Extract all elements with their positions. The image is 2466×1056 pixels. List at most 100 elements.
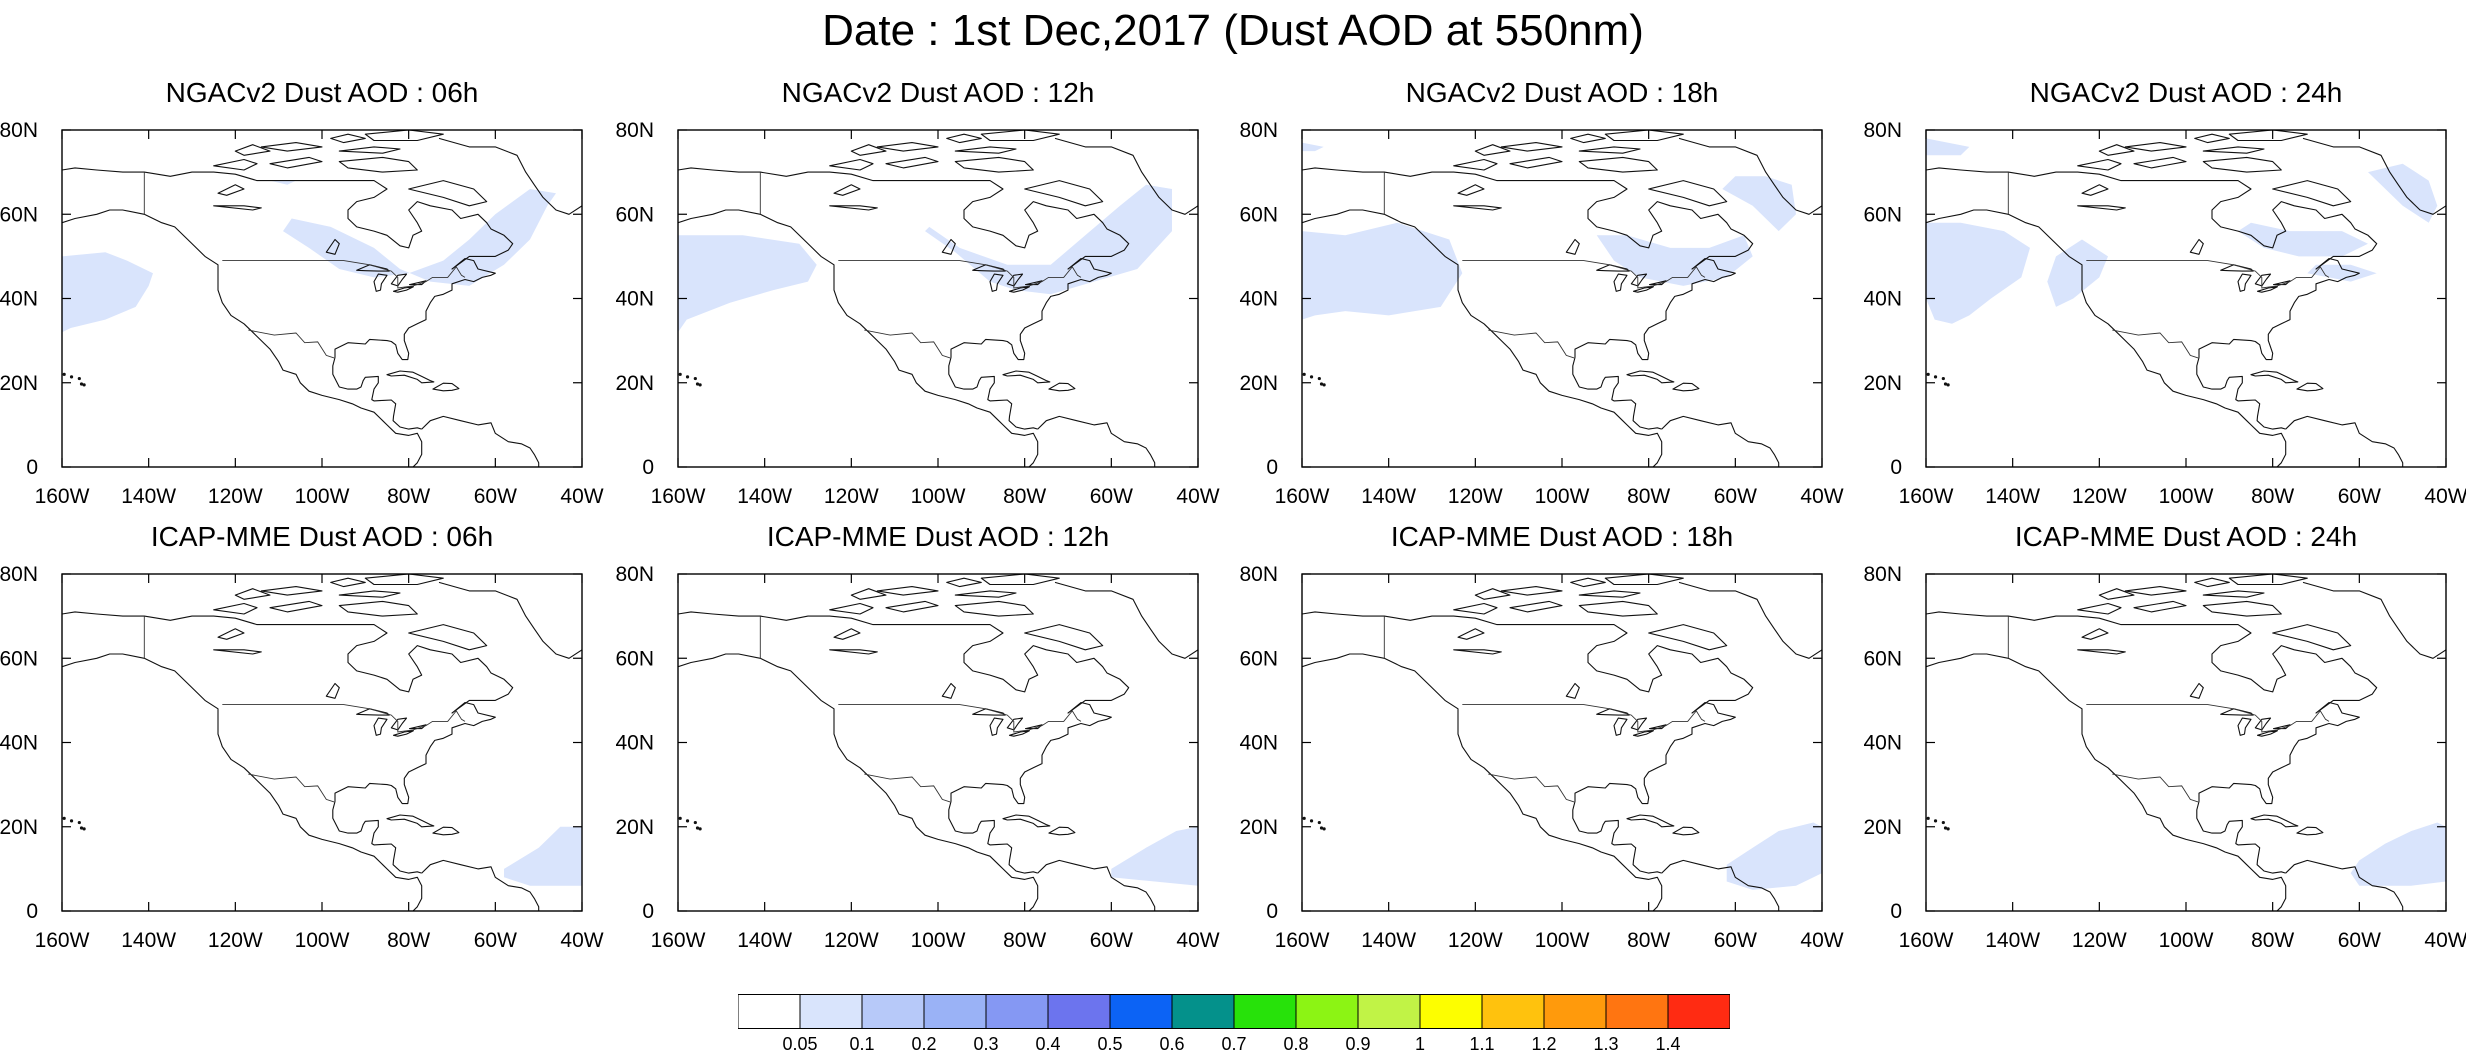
coastline	[1572, 801, 1662, 874]
y-tick-label: 20N	[615, 816, 654, 839]
dust-aod-region	[504, 826, 582, 886]
coastline	[1630, 717, 1648, 731]
y-tick-label: 0	[642, 456, 654, 479]
x-tick-label: 60W	[1714, 485, 1757, 508]
colorbar-swatch	[1047, 994, 1111, 1029]
x-tick-label: 40W	[1800, 929, 1843, 952]
y-tick-label: 20N	[1863, 816, 1902, 839]
coastline	[2254, 273, 2272, 287]
country-border	[248, 329, 335, 359]
coastline	[1453, 649, 1502, 655]
colorbar-label: 1.3	[1593, 1034, 1619, 1054]
colorbar-label: 0.1	[849, 1034, 875, 1054]
coastline	[1632, 286, 1654, 293]
coastline	[678, 653, 1039, 911]
colorbar-label: 0.4	[1035, 1034, 1061, 1054]
colorbar-label: 0.8	[1283, 1034, 1309, 1054]
coastline	[1613, 717, 1628, 736]
coastline	[62, 209, 423, 467]
coastline	[1037, 415, 1156, 467]
coastline	[885, 600, 939, 613]
coastline	[338, 600, 418, 617]
island	[1926, 816, 1930, 820]
x-tick-label: 120W	[2072, 485, 2127, 508]
coastline	[260, 142, 323, 152]
coastline	[1006, 717, 1024, 731]
coastline	[1926, 209, 2287, 467]
coastline	[1024, 624, 1104, 651]
country-border	[222, 260, 466, 289]
x-tick-label: 60W	[474, 929, 517, 952]
country-border	[2086, 260, 2330, 289]
y-tick-label: 80N	[1239, 563, 1278, 586]
island	[678, 816, 682, 820]
colorbar-swatch	[923, 994, 987, 1029]
coastline	[438, 581, 582, 659]
x-tick-label: 60W	[2338, 929, 2381, 952]
coastline	[1926, 611, 2378, 805]
coastline	[941, 682, 956, 699]
x-tick-label: 100W	[1535, 485, 1590, 508]
coastline	[386, 370, 435, 384]
colorbar-label: 1.2	[1531, 1034, 1557, 1054]
island	[69, 819, 74, 823]
dust-aod-region	[2350, 822, 2446, 886]
x-tick-label: 160W	[1275, 929, 1330, 952]
y-tick-label: 40N	[615, 288, 654, 311]
map-plot: 160W 140W 120W 100W 80W 60W 40W 80N 60N 40N 20N 0	[1239, 563, 1843, 952]
y-tick-label: 80N	[0, 119, 38, 142]
x-tick-label: 160W	[1899, 485, 1954, 508]
coastline	[2124, 586, 2187, 596]
coastline	[1648, 624, 1728, 651]
x-tick-label: 100W	[2159, 485, 2214, 508]
coastline	[1570, 133, 1606, 144]
y-tick-label: 0	[1266, 900, 1278, 923]
map-panel: ICAP-MME Dust AOD : 06h 160W 140W 120W 100W 8…	[0, 520, 604, 960]
coastline	[2124, 142, 2187, 152]
x-tick-label: 120W	[824, 929, 879, 952]
coastline	[213, 602, 258, 615]
coastline	[2189, 682, 2204, 699]
colorbar-swatch	[1295, 994, 1359, 1029]
map-panel: ICAP-MME Dust AOD : 24h 160W 140W 120W 100W 8…	[1863, 520, 2466, 960]
panel-title: ICAP-MME Dust AOD : 18h	[1390, 521, 1734, 552]
colorbar-swatch	[799, 994, 863, 1029]
country-border	[2086, 704, 2330, 733]
y-tick-label: 60N	[1863, 203, 1902, 226]
coastline	[946, 577, 982, 588]
coastline	[2077, 602, 2122, 615]
coastline	[1453, 205, 1502, 211]
island	[79, 826, 84, 830]
y-tick-label: 60N	[615, 647, 654, 670]
coastline	[1054, 581, 1198, 659]
x-tick-label: 100W	[911, 485, 966, 508]
coastline	[1302, 611, 1754, 805]
coastline	[678, 209, 1039, 467]
y-tick-label: 20N	[0, 372, 38, 395]
x-tick-label: 160W	[651, 929, 706, 952]
colorbar-label: 1.1	[1469, 1034, 1495, 1054]
coastline	[338, 590, 401, 598]
coastline	[1578, 156, 1658, 173]
x-tick-label: 80W	[1003, 929, 1046, 952]
coastline	[2254, 717, 2272, 731]
coastline	[1509, 600, 1563, 613]
colorbar-swatch	[1171, 994, 1235, 1029]
map-panel: ICAP-MME Dust AOD : 18h 160W 140W 120W 100W 8…	[1239, 520, 1843, 960]
coastline	[1302, 167, 1754, 361]
island	[1317, 820, 1321, 825]
x-tick-label: 120W	[208, 485, 263, 508]
coastline	[1672, 382, 1700, 392]
panel-title: ICAP-MME Dust AOD : 06h	[150, 521, 494, 552]
coastline	[2256, 286, 2278, 293]
coastline	[954, 600, 1034, 617]
coastline	[325, 682, 340, 699]
island	[82, 383, 86, 387]
panel-title: ICAP-MME Dust AOD : 24h	[2014, 521, 2358, 552]
coastline	[269, 156, 323, 169]
coastline	[980, 574, 1060, 586]
x-tick-label: 40W	[2424, 929, 2466, 952]
coastline	[2302, 137, 2446, 215]
coastline	[1048, 826, 1076, 836]
y-tick-label: 40N	[1863, 288, 1902, 311]
